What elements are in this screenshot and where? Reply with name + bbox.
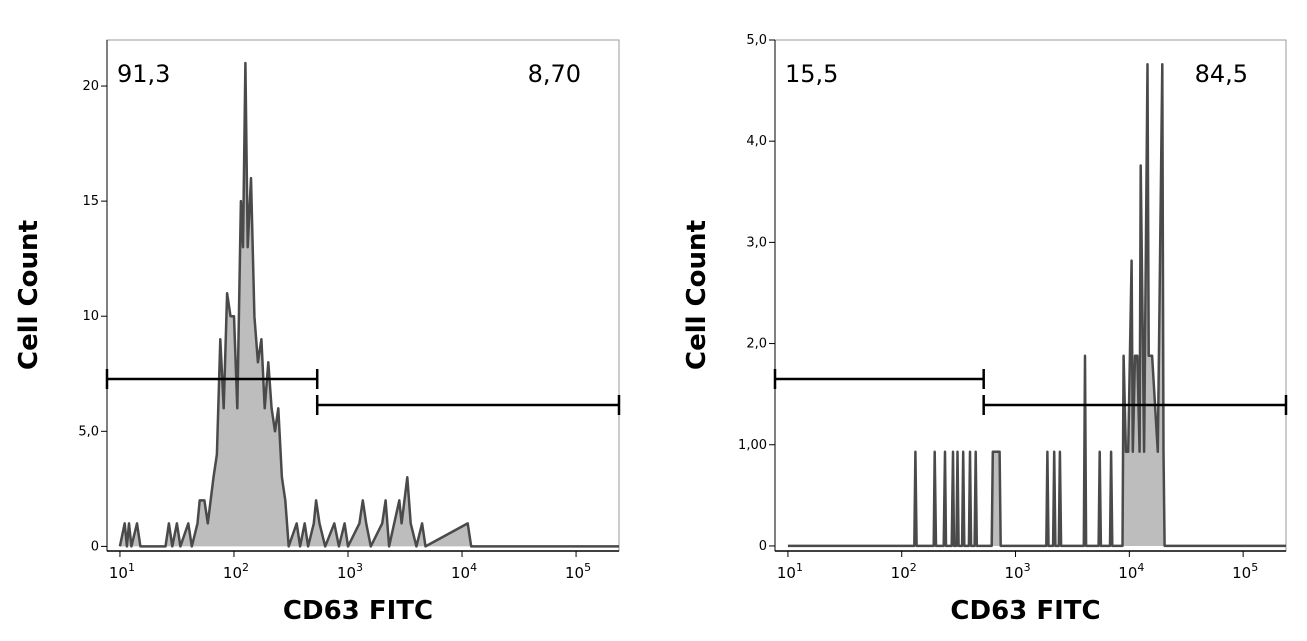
x-tick-base: 10 (451, 564, 470, 582)
histogram-line (787, 63, 1286, 548)
x-tick-label: 104 (451, 561, 477, 582)
y-tick-label: 2,0 (746, 337, 767, 352)
x-axis-label: CD63 FITC (283, 596, 433, 626)
x-tick-base: 10 (223, 564, 242, 582)
y-tick-label: 0 (91, 539, 99, 554)
plot-frame (106, 39, 620, 552)
y-tick-label: 10 (82, 309, 99, 324)
gate-label: 91,3 (117, 60, 170, 88)
y-tick-label: 5,0 (746, 33, 767, 48)
x-tick-base: 10 (109, 564, 128, 582)
gate-label: 15,5 (785, 60, 838, 88)
x-tick-exponent: 1 (128, 561, 135, 574)
x-tick-label: 103 (1004, 561, 1030, 582)
y-tick-label: 4,0 (746, 134, 767, 149)
x-tick-label: 101 (777, 561, 803, 582)
x-tick-base: 10 (565, 564, 584, 582)
x-tick-label: 104 (1118, 561, 1144, 582)
x-tick-label: 105 (565, 561, 591, 582)
y-tick-label: 0 (759, 539, 767, 554)
x-tick-exponent: 1 (796, 561, 803, 574)
x-tick-base: 10 (891, 564, 910, 582)
x-tick-label: 101 (109, 561, 135, 582)
histogram-line (118, 61, 619, 548)
y-axis-label: Cell Count (14, 220, 44, 370)
x-tick-base: 10 (777, 564, 796, 582)
x-tick-base: 10 (1118, 564, 1137, 582)
x-tick-base: 10 (1232, 564, 1251, 582)
x-tick-exponent: 2 (242, 561, 249, 574)
x-tick-exponent: 2 (910, 561, 917, 574)
histogram-area (787, 64, 1286, 546)
histogram-area (119, 63, 620, 547)
gate-label: 84,5 (1195, 60, 1248, 88)
x-tick-label: 102 (223, 561, 249, 582)
x-axis-label: CD63 FITC (950, 596, 1100, 626)
gate-label: 8,70 (528, 60, 581, 88)
x-tick-label: 103 (337, 561, 363, 582)
x-tick-exponent: 5 (1251, 561, 1258, 574)
x-tick-exponent: 3 (1024, 561, 1031, 574)
x-tick-exponent: 4 (1137, 561, 1144, 574)
y-tick-label: 5,0 (78, 424, 99, 439)
y-tick-label: 20 (82, 79, 99, 94)
x-tick-exponent: 5 (584, 561, 591, 574)
y-axis-label: Cell Count (682, 220, 712, 370)
x-tick-label: 105 (1232, 561, 1258, 582)
x-tick-base: 10 (337, 564, 356, 582)
x-tick-exponent: 4 (470, 561, 477, 574)
y-tick-label: 3,0 (746, 235, 767, 250)
x-tick-label: 102 (891, 561, 917, 582)
y-tick-label: 1,00 (738, 438, 767, 453)
x-tick-base: 10 (1004, 564, 1023, 582)
y-tick-label: 15 (82, 194, 99, 209)
x-tick-exponent: 3 (356, 561, 363, 574)
plot-frame (774, 39, 1287, 552)
